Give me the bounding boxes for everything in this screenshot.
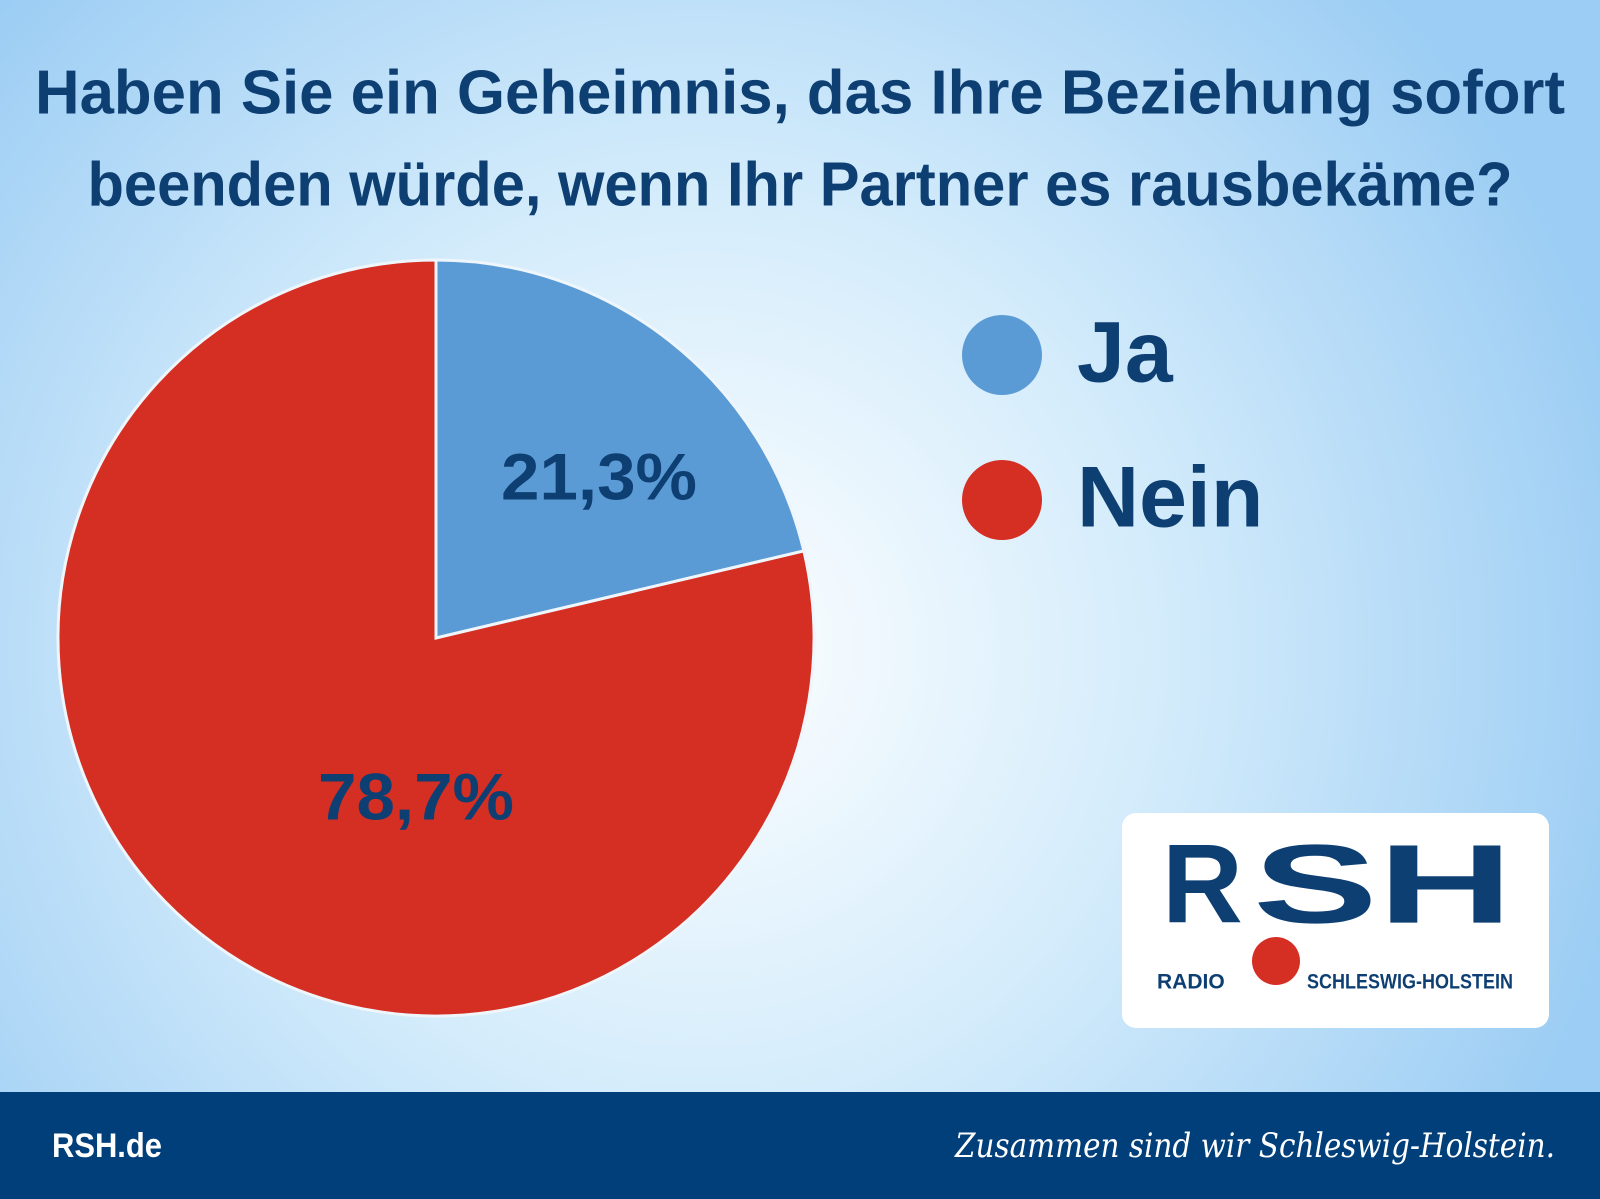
logo-dot [1252, 937, 1300, 985]
legend: Ja Nein [962, 305, 1263, 546]
logo-radio: RADIO [1157, 971, 1225, 994]
logo-letters: SH [1253, 822, 1513, 947]
chart-title: beenden würde, wenn Ihr Partner es rausb… [88, 150, 1513, 219]
logo-region: SCHLESWIG-HOLSTEIN [1307, 971, 1513, 994]
footer-site[interactable]: RSH.de [52, 1127, 162, 1165]
pie-slice [56, 258, 816, 1018]
chart-title: Haben Sie ein Geheimnis, das Ihre Bezieh… [35, 58, 1565, 127]
pie-slice [434, 258, 806, 640]
logo-box [1122, 813, 1549, 1028]
footer-band [0, 1092, 1600, 1199]
value-label: 78,7% [318, 759, 514, 833]
legend-label: Nein [1077, 450, 1263, 546]
footer-slogan: Zusammen sind wir Schleswig-Holstein. [954, 1126, 1555, 1166]
value-label: 21,3% [501, 439, 697, 513]
legend-label: Ja [1077, 305, 1174, 401]
pie: 21,3% 78,7% [56, 258, 816, 1018]
logo-letter: R [1162, 822, 1243, 947]
legend-swatch [962, 315, 1042, 395]
legend-swatch [962, 460, 1042, 540]
